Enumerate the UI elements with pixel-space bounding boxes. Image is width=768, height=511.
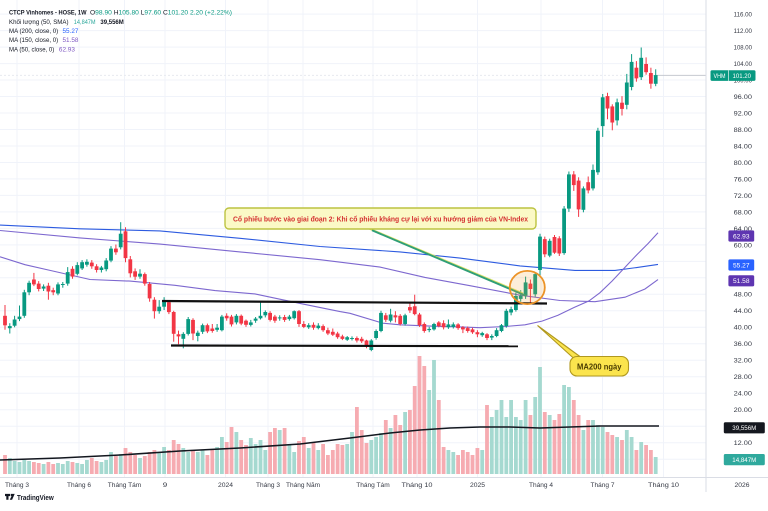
svg-text:MA200 ngày: MA200 ngày xyxy=(577,363,622,372)
svg-text:Tháng 4: Tháng 4 xyxy=(529,482,553,489)
svg-text:36.00: 36.00 xyxy=(734,341,753,348)
svg-text:72.00: 72.00 xyxy=(734,193,753,200)
svg-text:116.00: 116.00 xyxy=(734,12,753,19)
svg-text:62.93: 62.93 xyxy=(733,233,750,240)
svg-text:2026: 2026 xyxy=(735,482,750,489)
svg-text:62.93: 62.93 xyxy=(59,46,75,53)
svg-text:84.00: 84.00 xyxy=(734,143,753,150)
svg-text:40.00: 40.00 xyxy=(734,325,753,332)
svg-text:68.00: 68.00 xyxy=(734,209,753,216)
svg-text:20.00: 20.00 xyxy=(734,407,753,414)
svg-text:108.00: 108.00 xyxy=(734,45,753,52)
svg-text:14,847M: 14,847M xyxy=(732,457,756,464)
svg-text:VHM: VHM xyxy=(714,73,726,80)
svg-text:48.00: 48.00 xyxy=(734,292,753,299)
svg-text:104.00: 104.00 xyxy=(734,61,753,68)
svg-text:Tháng Năm: Tháng Năm xyxy=(286,482,320,489)
svg-text:MA (150, close, 0): MA (150, close, 0) xyxy=(9,37,58,44)
svg-text:112.00: 112.00 xyxy=(734,28,753,35)
svg-text:MA (50, close, 0): MA (50, close, 0) xyxy=(9,46,54,53)
svg-text:2024: 2024 xyxy=(218,482,233,489)
svg-text:CTCP Vinhomes - HOSE, 1W: CTCP Vinhomes - HOSE, 1W xyxy=(9,10,87,17)
svg-text:44.00: 44.00 xyxy=(734,308,753,315)
svg-text:24.00: 24.00 xyxy=(734,391,753,398)
svg-text:Tháng 3: Tháng 3 xyxy=(5,482,29,489)
svg-text:Tháng 7: Tháng 7 xyxy=(591,482,615,489)
svg-text:64.00: 64.00 xyxy=(734,226,753,233)
svg-text:88.00: 88.00 xyxy=(734,127,753,134)
svg-text:9: 9 xyxy=(163,482,168,489)
svg-text:39,556M: 39,556M xyxy=(732,425,756,432)
svg-text:32.00: 32.00 xyxy=(734,358,753,365)
svg-text:51.58: 51.58 xyxy=(63,37,79,44)
svg-text:Tháng 6: Tháng 6 xyxy=(67,482,91,489)
svg-text:76.00: 76.00 xyxy=(734,176,753,183)
svg-text:Tháng 3: Tháng 3 xyxy=(256,482,280,489)
svg-text:MA (200, close, 0): MA (200, close, 0) xyxy=(9,28,58,35)
svg-text:92.00: 92.00 xyxy=(734,110,753,117)
svg-text:TradingView: TradingView xyxy=(17,495,54,502)
svg-text:Tháng Tám: Tháng Tám xyxy=(356,482,390,489)
svg-text:Tháng 10: Tháng 10 xyxy=(648,482,679,489)
svg-text:80.00: 80.00 xyxy=(734,160,753,167)
svg-text:12.00: 12.00 xyxy=(734,440,753,447)
svg-text:2025: 2025 xyxy=(470,482,485,489)
svg-text:96.00: 96.00 xyxy=(734,94,753,101)
svg-text:Tháng 10: Tháng 10 xyxy=(402,482,433,489)
svg-text:O98.90 H105.80 L97.60 C101.20: O98.90 H105.80 L97.60 C101.20 2.20 (+2.2… xyxy=(90,10,232,17)
svg-text:55.27: 55.27 xyxy=(63,28,79,35)
svg-text:60.00: 60.00 xyxy=(734,242,753,249)
svg-text:101.20: 101.20 xyxy=(733,73,752,80)
svg-text:39,556M: 39,556M xyxy=(100,19,124,26)
svg-text:51.58: 51.58 xyxy=(733,278,750,285)
svg-text:55.27: 55.27 xyxy=(733,262,750,269)
svg-text:Tháng Tám: Tháng Tám xyxy=(108,482,142,489)
svg-text:14,847M: 14,847M xyxy=(74,19,96,26)
svg-text:Cổ phiếu bước vào giai đoạn 2:: Cổ phiếu bước vào giai đoạn 2: Khi cổ ph… xyxy=(233,215,528,224)
svg-text:28.00: 28.00 xyxy=(734,374,753,381)
svg-text:Khối lượng (50, SMA): Khối lượng (50, SMA) xyxy=(9,17,69,26)
